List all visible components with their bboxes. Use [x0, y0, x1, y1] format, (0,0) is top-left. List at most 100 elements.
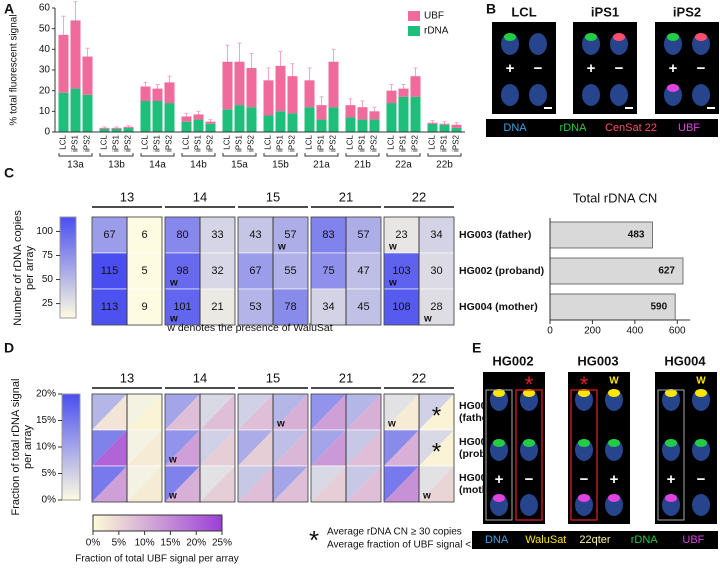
cell-value: 6: [141, 229, 147, 241]
walusat-label: W: [696, 376, 706, 387]
cell-value: 80: [176, 229, 188, 241]
error-bar: [126, 125, 131, 128]
sign: +: [667, 471, 676, 488]
bar-segment: [111, 128, 122, 132]
x-tick-label: iPS2: [288, 134, 297, 151]
colorbar-tick-label: 75: [42, 250, 54, 261]
bar: [549, 257, 684, 285]
note: w denotes the presence of WaluSat: [166, 322, 332, 334]
image-title: HG003: [577, 353, 618, 368]
bar-segment: [123, 127, 134, 132]
bar-segment: [410, 76, 421, 97]
signal: [504, 33, 516, 41]
reference-box: [657, 389, 685, 521]
ubf-triangle: [238, 430, 273, 466]
x-tick-label: iPS2: [83, 134, 92, 151]
legend-label: UBF: [678, 122, 700, 134]
ubf-triangle: [346, 430, 381, 466]
x-tick-label: iPS1: [71, 134, 80, 151]
cell-value: 101: [173, 301, 191, 313]
bar-segment: [398, 88, 409, 97]
y-tick-label: 50: [39, 23, 51, 34]
cell-value: 83: [322, 229, 334, 241]
bar-value: 627: [658, 266, 675, 277]
ubf-triangle: [346, 466, 381, 502]
error-bar: [237, 42, 242, 81]
nucleus: [520, 494, 538, 516]
heatmap-cell: [418, 288, 455, 326]
heatmap-cell: [199, 216, 236, 254]
sign: +: [669, 60, 678, 77]
colorbar: [61, 393, 81, 501]
cell-outline: [418, 393, 455, 503]
signal: [523, 389, 535, 397]
error-bar: [114, 126, 119, 129]
micrograph: [655, 22, 719, 114]
walusat-mark: w: [277, 242, 286, 253]
group-bracket: [386, 153, 421, 157]
ubf-triangle: [165, 466, 200, 502]
bar-segment: [386, 103, 397, 132]
cell-value: 32: [211, 265, 223, 277]
group-bracket: [99, 153, 134, 157]
x-tick-label: LCL: [141, 134, 150, 149]
cell-value: 103: [392, 265, 410, 277]
walusat-mark: w: [388, 242, 397, 253]
ubf-triangle: [92, 466, 127, 502]
cell-value: 57: [357, 229, 369, 241]
error-bar: [360, 100, 365, 114]
signal: [585, 33, 597, 41]
cell-outline: [126, 393, 163, 503]
x-tick-label: LCL: [59, 134, 68, 149]
error-bar: [348, 98, 353, 112]
group-label: 15b: [272, 160, 289, 171]
signal: [493, 439, 505, 447]
heatmap-cell: [237, 288, 274, 326]
error-bar: [454, 122, 459, 127]
heatmap-cell: [345, 288, 382, 326]
walusat-mark: w: [423, 314, 432, 325]
walusat-mark: w: [388, 278, 397, 289]
colorbar-tick-label: 10%: [135, 538, 155, 549]
group-bracket: [427, 153, 462, 157]
cell-value: 113: [101, 301, 119, 313]
bar-segment: [234, 61, 245, 106]
cell-outline: [199, 216, 236, 326]
cell-value: 57: [284, 229, 296, 241]
bar-segment: [222, 109, 233, 132]
ubf-triangle: [311, 394, 346, 430]
error-bar: [155, 83, 160, 93]
cell-value: 53: [249, 301, 261, 313]
group-bracket: [304, 153, 339, 157]
signal: [667, 33, 679, 41]
row-label: HG002 (proband): [459, 265, 544, 277]
asterisk-legend: Average fraction of UBF signal <1.5%: [327, 540, 494, 551]
bar-segment: [275, 65, 286, 112]
error-bar: [319, 96, 324, 114]
error-bar: [184, 112, 189, 120]
walusat-mark: w: [276, 419, 285, 430]
ubf-triangle: [92, 430, 127, 466]
bar-segment: [246, 67, 257, 108]
bar-segment: [287, 113, 298, 132]
signal: [578, 494, 590, 502]
cell-outline: [345, 393, 382, 503]
x-tick-label: iPS2: [247, 134, 256, 151]
y-tick-label: 10: [39, 106, 51, 117]
colorbar: [92, 514, 223, 532]
sign: +: [506, 60, 515, 77]
column-label: 15: [266, 370, 280, 385]
highlight-box: [570, 389, 598, 521]
x-tick-label: iPS1: [194, 134, 203, 151]
ubf-triangle: [200, 466, 235, 502]
signal: [613, 33, 625, 41]
sign: +: [610, 471, 619, 488]
column-label: 13: [120, 370, 134, 385]
colorbar-tick-label: 5%: [112, 538, 127, 549]
error-bar: [167, 75, 172, 89]
error-bar: [143, 81, 148, 91]
group-bracket: [345, 153, 380, 157]
sign: +: [587, 60, 596, 77]
nucleus: [529, 84, 547, 106]
